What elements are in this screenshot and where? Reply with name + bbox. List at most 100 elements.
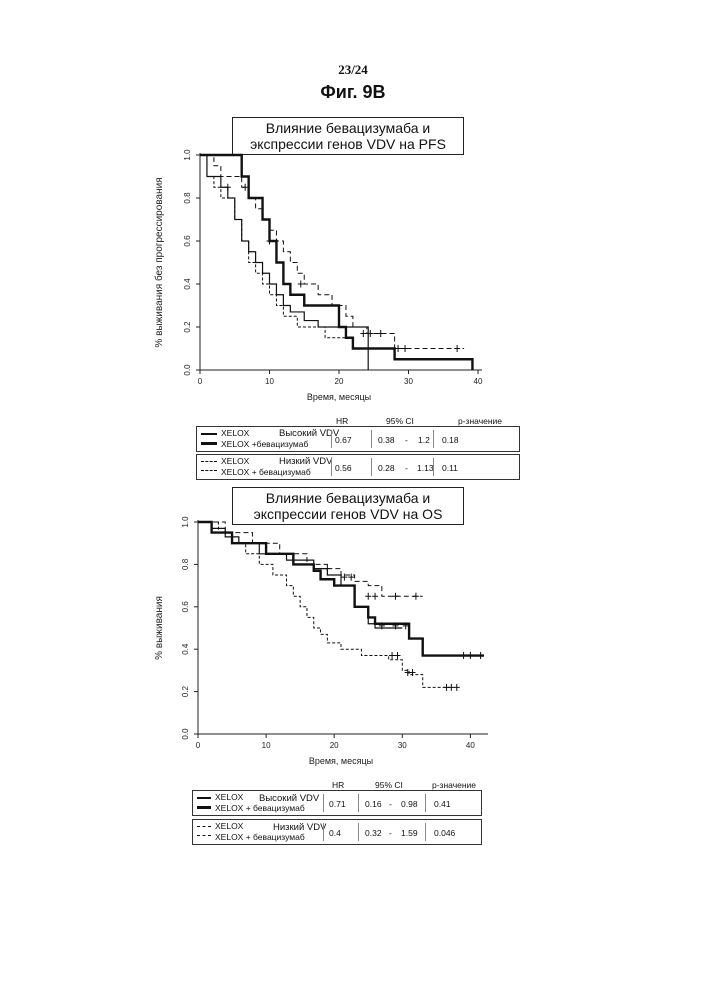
- pfs-chart: 0.0 0.2 0.4 0.6 0.8 1.0 0 10 20 30 40 Время, месяцы…: [140, 145, 500, 415]
- pfs-high-hr: 0.67: [331, 430, 352, 448]
- pfs-high-p: 0.18: [433, 430, 459, 448]
- os-x-tick-label: 0: [196, 741, 201, 750]
- pfs-high-arm2: XELOX +бевацизумаб: [221, 439, 308, 449]
- os-y-tick-label: 1.0: [181, 516, 190, 528]
- pfs-x-tick-label: 0: [198, 377, 203, 386]
- os-censor-mark: [448, 684, 454, 691]
- pfs-censor-mark: [360, 330, 366, 337]
- os-censor-mark: [365, 593, 371, 600]
- pfs-y-tick-label: 0.2: [183, 321, 192, 333]
- os-x-axis-label: Время, месяцы: [309, 756, 373, 766]
- pfs-censor-mark: [402, 345, 408, 352]
- pfs-censor-mark: [454, 345, 460, 352]
- os-low-p: 0.046: [425, 823, 455, 841]
- pfs-high-ci-dash: -: [405, 430, 408, 450]
- os-high-row: XELOX XELOX + бевацизумаб Высокий VDV 0.…: [192, 790, 482, 816]
- os-p-header: р-значение: [432, 780, 476, 790]
- os-high-ci-dash: -: [389, 794, 392, 814]
- os-y-tick-label: 0.6: [181, 601, 190, 613]
- legend-line-thin-dashed: [201, 461, 217, 462]
- os-censor-mark: [413, 593, 419, 600]
- pfs-x-tick-label: 10: [265, 377, 274, 386]
- os-stats-table: HR 95% CI р-значение XELOX XELOX + бевац…: [192, 778, 522, 848]
- os-series-thick-solid: [198, 522, 484, 656]
- pfs-censor-mark: [225, 184, 231, 191]
- os-censor-mark: [461, 652, 467, 659]
- os-low-hr: 0.4: [323, 823, 341, 841]
- os-high-hr: 0.71: [323, 794, 346, 812]
- os-censor-mark: [478, 652, 484, 659]
- pfs-x-tick-label: 40: [474, 377, 483, 386]
- os-series-thin-dashed: [198, 522, 450, 687]
- pfs-low-label: Низкий VDV: [279, 456, 332, 467]
- os-high-p: 0.41: [425, 794, 451, 812]
- os-low-row: XELOX XELOX + бевацизумаб Низкий VDV 0.4…: [192, 819, 482, 845]
- os-low-arm1: XELOX: [215, 821, 243, 831]
- os-high-ci-low: 0.16: [358, 794, 382, 812]
- os-low-ci-dash: -: [389, 823, 392, 843]
- figure-title: Фиг. 9B: [0, 82, 706, 103]
- legend-line-thin-solid: [197, 797, 211, 799]
- legend-line-dashed-2: [201, 470, 217, 471]
- pfs-low-p: 0.11: [433, 458, 458, 476]
- os-high-label: Высокий VDV: [259, 793, 319, 804]
- os-censor-mark: [454, 684, 460, 691]
- os-censor-mark: [392, 593, 398, 600]
- os-y-tick-label: 0.4: [181, 643, 190, 655]
- os-hr-header: HR: [332, 780, 344, 790]
- pfs-low-row: XELOX XELOX + бевацизумаб Низкий VDV 0.5…: [196, 454, 520, 480]
- os-chart: 0.00.20.40.60.81.0010203040Время, месяцы…: [140, 512, 500, 780]
- legend-line-thin-dashed: [197, 826, 211, 827]
- os-low-label: Низкий VDV: [273, 822, 326, 833]
- pfs-y-tick-label: 0.8: [183, 192, 192, 204]
- os-low-ci-low: 0.32: [358, 823, 382, 841]
- os-y-axis-label: % выживания: [154, 596, 165, 660]
- pfs-x-tick-label: 30: [404, 377, 413, 386]
- pfs-high-ci-low: 0.38: [371, 430, 395, 448]
- pfs-y-axis-label: % выживания без прогрессирования: [153, 177, 165, 347]
- legend-line-thin-solid: [201, 433, 217, 435]
- os-high-arm2: XELOX + бевацизумаб: [215, 803, 305, 813]
- pfs-y-tick-label: 0.0: [183, 364, 192, 376]
- os-y-tick-label: 0.8: [181, 558, 190, 570]
- os-x-tick-label: 30: [398, 741, 407, 750]
- pfs-y-tick-label: 0.6: [183, 235, 192, 247]
- os-axes: [198, 520, 488, 734]
- page-number: 23/24: [0, 62, 706, 78]
- os-x-tick-label: 20: [330, 741, 339, 750]
- pfs-series-thick-dashed: [200, 155, 464, 349]
- legend-line-dashed-2: [197, 835, 211, 836]
- pfs-low-arm2: XELOX + бевацизумаб: [221, 467, 311, 477]
- pfs-low-ci-high: 1.13: [417, 458, 434, 478]
- pfs-censor-mark: [378, 330, 384, 337]
- pfs-hr-header: HR: [336, 416, 348, 426]
- pfs-p-header: р-значение: [458, 416, 502, 426]
- pfs-censor-mark: [267, 238, 273, 245]
- os-censor-mark: [324, 565, 330, 572]
- pfs-high-row: XELOX XELOX +бевацизумаб Высокий VDV 0.6…: [196, 426, 520, 452]
- pfs-ci-header: 95% CI: [386, 416, 414, 426]
- os-high-ci-high: 0.98: [401, 794, 418, 814]
- os-series-thin-solid: [198, 522, 402, 628]
- os-censor-mark: [372, 593, 378, 600]
- os-x-tick-label: 10: [262, 741, 271, 750]
- pfs-series-thick-solid: [200, 155, 472, 370]
- pfs-low-ci-dash: -: [405, 458, 408, 478]
- os-y-tick-label: 0.2: [181, 685, 190, 697]
- pfs-low-arm1: XELOX: [221, 456, 249, 466]
- os-y-tick-label: 0.0: [181, 728, 190, 740]
- os-censor-mark: [389, 652, 395, 659]
- pfs-x-axis-label: Время, месяцы: [307, 392, 371, 402]
- legend-line-thick-solid: [197, 806, 211, 809]
- pfs-low-hr: 0.56: [331, 458, 352, 476]
- pfs-y-tick-label: 1.0: [183, 149, 192, 161]
- os-ci-header: 95% CI: [375, 780, 403, 790]
- pfs-x-tick-label: 20: [335, 377, 344, 386]
- pfs-high-ci-high: 1.2: [418, 430, 430, 450]
- os-high-arm1: XELOX: [215, 792, 243, 802]
- pfs-censor-mark: [242, 184, 248, 191]
- pfs-y-tick-label: 0.4: [183, 278, 192, 290]
- pfs-low-ci-low: 0.28: [371, 458, 395, 476]
- pfs-censor-mark: [395, 345, 401, 352]
- legend-line-thick-solid: [201, 442, 217, 445]
